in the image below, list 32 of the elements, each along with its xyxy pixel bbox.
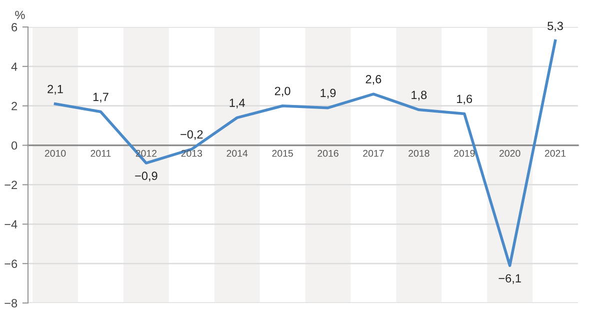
data-label: 1,9 <box>320 88 336 99</box>
x-tick-label: 2014 <box>226 150 248 157</box>
y-tick-label: 4 <box>11 62 18 71</box>
x-tick-label: 2010 <box>44 150 66 157</box>
data-label: −6,1 <box>498 274 521 284</box>
data-label: 1,7 <box>93 92 108 102</box>
y-tick-label: −6 <box>4 260 18 268</box>
data-label: 5,3 <box>548 22 563 32</box>
y-tick-label: −4 <box>4 220 18 228</box>
data-label: 1,6 <box>457 94 472 104</box>
x-tick-label: 2011 <box>90 150 111 157</box>
x-tick-label: 2015 <box>272 150 293 157</box>
y-tick-label: 6 <box>12 23 18 32</box>
x-tick-label: 2020 <box>499 150 520 157</box>
data-label: 2,0 <box>274 86 290 97</box>
data-label: 1,4 <box>230 98 245 108</box>
y-tick-label: 2 <box>12 102 17 110</box>
x-tick-label: 2021 <box>544 150 566 157</box>
data-label: 2,6 <box>366 75 382 85</box>
x-tick-label: 2017 <box>363 150 384 157</box>
y-tick-label: −8 <box>4 299 18 308</box>
x-tick-label: 2018 <box>408 150 430 157</box>
x-tick-label: 2019 <box>454 150 475 157</box>
y-tick-label: −2 <box>4 180 17 189</box>
data-label: −0,9 <box>135 172 158 182</box>
x-tick-label: 2013 <box>181 150 202 157</box>
data-label: 2,1 <box>48 84 63 95</box>
y-axis-title: % <box>15 10 25 20</box>
data-label: −0,2 <box>180 130 203 140</box>
y-tick-label: 0 <box>11 141 18 150</box>
x-tick-label: 2016 <box>318 150 338 157</box>
data-label: 1,8 <box>412 90 427 101</box>
